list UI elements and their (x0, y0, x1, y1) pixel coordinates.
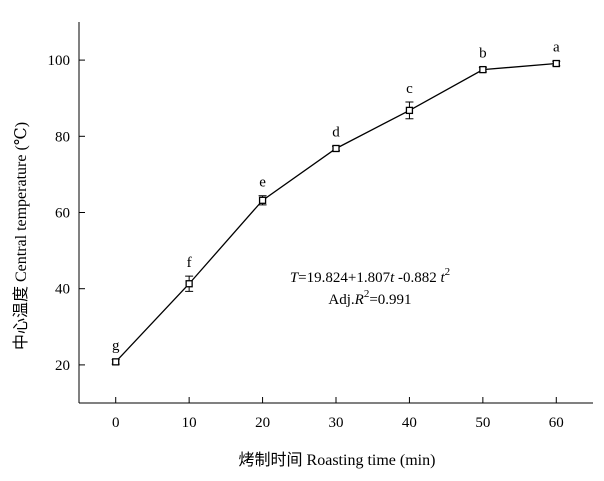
point-marker (552, 59, 560, 68)
y-tick-label: 40 (55, 282, 70, 298)
significance-letter: c (406, 81, 413, 97)
data-point (405, 101, 414, 120)
significance-letter: f (187, 255, 192, 271)
x-tick-label: 40 (402, 415, 417, 431)
x-axis-title: 烤制时间 Roasting time (min) (239, 451, 436, 469)
point-marker (332, 144, 340, 153)
y-tick-label: 80 (55, 129, 70, 145)
data-point (111, 358, 120, 366)
y-axis-title: 中心温度 Central temperature (℃) (12, 122, 30, 350)
point-marker (479, 65, 487, 74)
point-marker (258, 196, 267, 204)
significance-letter: a (553, 40, 560, 56)
data-point (478, 65, 487, 74)
significance-letter: e (259, 175, 266, 191)
x-tick-label: 10 (182, 415, 197, 431)
x-tick-label: 50 (475, 415, 490, 431)
point-marker (112, 358, 120, 366)
regression-equation: T=19.824+1.807t -0.882 t2 (290, 266, 450, 286)
data-point (258, 195, 267, 206)
significance-letters: g f e d c b a (112, 40, 560, 354)
point-marker (405, 106, 414, 115)
x-tick-label: 20 (255, 415, 270, 431)
data-point (332, 144, 340, 153)
ticks: 20 40 60 80 100 0 10 20 30 40 50 60 (48, 53, 564, 431)
data-point (185, 275, 194, 292)
y-tick-label: 100 (48, 53, 71, 69)
x-tick-label: 60 (549, 415, 564, 431)
y-tick-label: 20 (55, 358, 70, 374)
adjusted-r-squared: Adj.R2=0.991 (328, 288, 411, 308)
x-tick-label: 30 (329, 415, 344, 431)
significance-letter: d (332, 124, 340, 140)
significance-letter: g (112, 338, 120, 354)
series-line (115, 62, 557, 363)
point-marker (185, 280, 193, 288)
series-line-path (115, 62, 557, 363)
data-point (552, 59, 561, 68)
significance-letter: b (479, 46, 487, 62)
y-tick-label: 60 (55, 206, 70, 222)
axes (78, 22, 593, 404)
x-tick-label: 0 (112, 415, 120, 431)
data-points (111, 59, 561, 366)
